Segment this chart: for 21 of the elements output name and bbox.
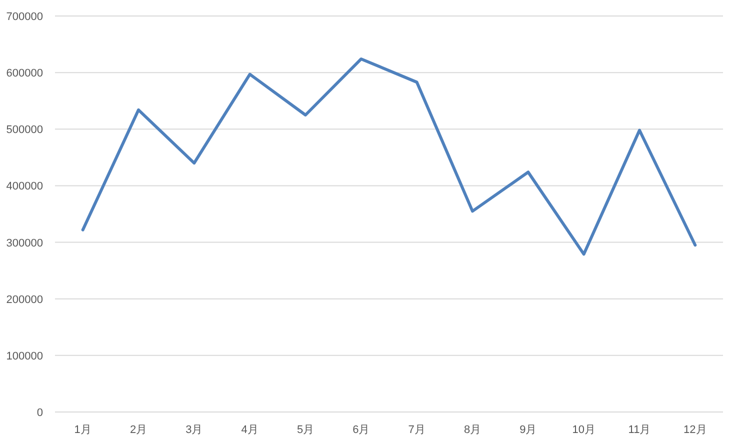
- y-tick-label: 500000: [6, 124, 43, 136]
- x-tick-label: 1月: [74, 424, 92, 436]
- y-tick-label: 200000: [6, 294, 43, 306]
- y-tick-label: 300000: [6, 237, 43, 250]
- x-tick-label: 5月: [296, 424, 314, 436]
- y-tick-label: 600000: [6, 68, 43, 80]
- x-tick-label: 3月: [186, 424, 203, 436]
- x-tick-label: 6月: [352, 424, 370, 436]
- x-tick-label: 2月: [130, 424, 148, 436]
- x-tick-label: 12月: [684, 424, 707, 436]
- x-tick-label: 7月: [408, 424, 426, 436]
- y-tick-label: 0: [36, 407, 43, 419]
- x-tick-label: 8月: [464, 424, 482, 436]
- x-tick-label: 4月: [241, 424, 258, 436]
- y-tick-label: 100000: [6, 350, 43, 362]
- x-tick-label: 11月: [628, 424, 651, 436]
- line-series: [81, 57, 697, 256]
- x-tick-label: 9月: [520, 424, 537, 436]
- y-tick-label: 400000: [6, 180, 43, 193]
- x-tick-label: 10月: [572, 424, 596, 436]
- y-tick-label: 700000: [6, 11, 43, 23]
